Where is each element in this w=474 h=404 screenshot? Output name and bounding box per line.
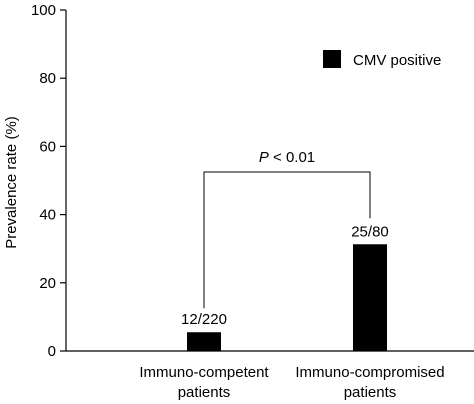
x-category-label: Immuno-compromised (295, 364, 444, 381)
y-tick-label: 60 (39, 138, 56, 155)
y-tick-label: 100 (31, 2, 56, 19)
bar-data-label: 12/220 (181, 311, 227, 328)
legend: CMV positive (323, 50, 441, 69)
category-labels: Immuno-competent patients Immuno-compromis… (139, 364, 444, 401)
y-tick-label: 20 (39, 275, 56, 292)
bar (353, 244, 387, 351)
significance-bracket: P < 0.01 (203, 149, 371, 309)
bars: 12/220 25/80 (181, 223, 389, 351)
legend-label: CMV positive (353, 52, 441, 69)
y-axis-label: Prevalence rate (%) (3, 116, 20, 249)
x-category-label: patients (344, 384, 397, 401)
axes (65, 10, 474, 352)
y-ticks: 0 20 40 60 80 100 (31, 2, 66, 360)
x-category-label: Immuno-competent (139, 364, 269, 381)
significance-bracket-line (203, 171, 371, 309)
x-category-label: patients (178, 384, 231, 401)
y-tick-label: 0 (48, 343, 56, 360)
bar-data-label: 25/80 (351, 223, 389, 240)
legend-swatch (323, 50, 341, 68)
p-value-annotation: P < 0.01 (259, 149, 315, 166)
bar (187, 332, 221, 351)
y-tick-label: 40 (39, 207, 56, 224)
y-tick-label: 80 (39, 70, 56, 87)
